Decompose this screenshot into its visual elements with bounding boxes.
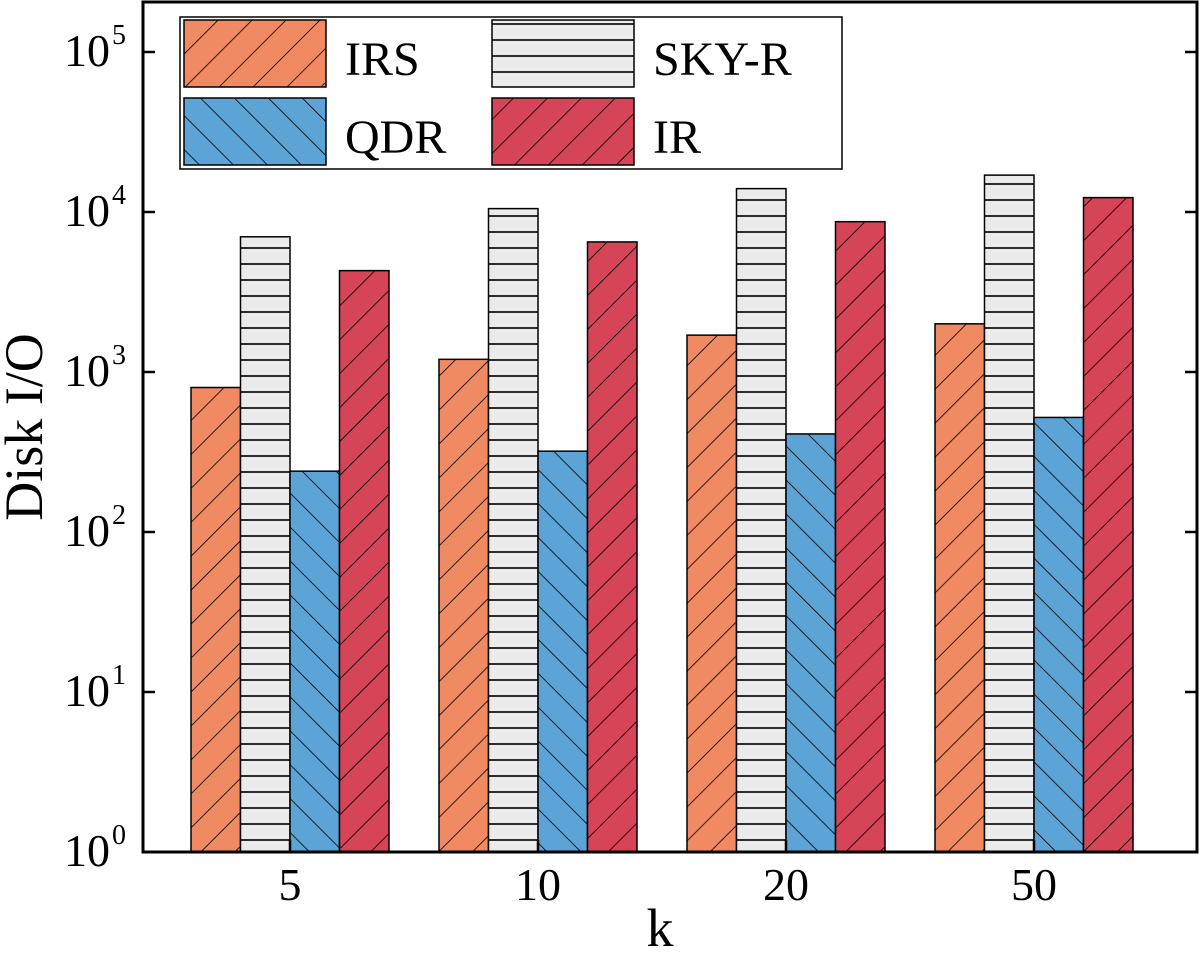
bar-ir-k5 — [338, 269, 390, 853]
bar-hatch — [785, 433, 837, 853]
legend-label: IR — [653, 111, 701, 164]
bar-qdr-k10 — [537, 450, 589, 853]
y-tick-label: 10 — [64, 345, 110, 396]
legend-label: QDR — [345, 111, 446, 164]
y-tick-label: 10 — [64, 825, 110, 876]
bar-hatch — [338, 269, 390, 853]
bar-hatch — [239, 236, 291, 853]
legend-item-qdr: QDR — [183, 97, 446, 166]
y-axis-label: Disk I/O — [0, 333, 54, 521]
y-tick-exponent: 3 — [112, 340, 126, 371]
legend-swatch — [491, 19, 635, 88]
bar-hatch — [289, 470, 341, 853]
bar-hatch — [1082, 196, 1134, 853]
bar-sky-r-k50 — [983, 174, 1035, 853]
bar-irs-k5 — [190, 386, 242, 853]
y-tick-label: 10 — [64, 185, 110, 236]
bars-group — [190, 174, 1134, 853]
legend-item-sky-r: SKY-R — [491, 19, 792, 88]
y-tick-label: 10 — [64, 665, 110, 716]
bar-irs-k10 — [438, 358, 490, 853]
bar-hatch — [983, 174, 1035, 853]
y-tick-exponent: 5 — [112, 20, 126, 51]
y-tick-label: 10 — [64, 25, 110, 76]
bar-sky-r-k20 — [735, 187, 787, 853]
bar-hatch — [586, 241, 638, 853]
bar-hatch — [934, 323, 986, 853]
x-axis: 5 10 20 50 — [279, 840, 1057, 910]
x-tick-label: 50 — [1011, 859, 1057, 910]
bar-hatch — [735, 187, 787, 853]
bar-hatch — [686, 334, 738, 853]
bar-hatch — [487, 207, 539, 853]
bar-hatch — [438, 358, 490, 853]
legend-item-irs: IRS — [183, 19, 420, 88]
bar-hatch — [190, 386, 242, 853]
bar-qdr-k5 — [289, 470, 341, 853]
plot-area-frame — [141, 0, 1199, 854]
legend-label: SKY-R — [653, 33, 792, 86]
legend-item-ir: IR — [491, 97, 701, 166]
bar-sky-r-k10 — [487, 207, 539, 853]
x-tick-label: 5 — [279, 859, 302, 910]
legend: IRS SKY-R QDR IR — [179, 16, 843, 170]
bar-hatch — [537, 450, 589, 853]
bar-sky-r-k5 — [239, 236, 291, 853]
bar-ir-k50 — [1082, 196, 1134, 853]
bar-ir-k10 — [586, 241, 638, 853]
bar-qdr-k20 — [785, 433, 837, 853]
y-tick-exponent: 0 — [112, 820, 126, 851]
legend-label: IRS — [345, 33, 420, 86]
y-tick-exponent: 2 — [112, 500, 126, 531]
bar-hatch — [1033, 416, 1085, 853]
bar-qdr-k50 — [1033, 416, 1085, 853]
y-tick-label: 10 — [64, 505, 110, 556]
y-tick-exponent: 1 — [112, 660, 126, 691]
legend-swatch — [183, 97, 327, 166]
legend-swatch — [183, 19, 327, 88]
bar-irs-k20 — [686, 334, 738, 853]
legend-swatch — [491, 97, 635, 166]
bar-irs-k50 — [934, 323, 986, 853]
bar-ir-k20 — [834, 220, 886, 853]
x-tick-label: 10 — [515, 859, 561, 910]
y-tick-exponent: 4 — [112, 180, 126, 211]
x-tick-label: 20 — [763, 859, 809, 910]
x-axis-label: k — [647, 898, 674, 955]
bar-hatch — [834, 220, 886, 853]
